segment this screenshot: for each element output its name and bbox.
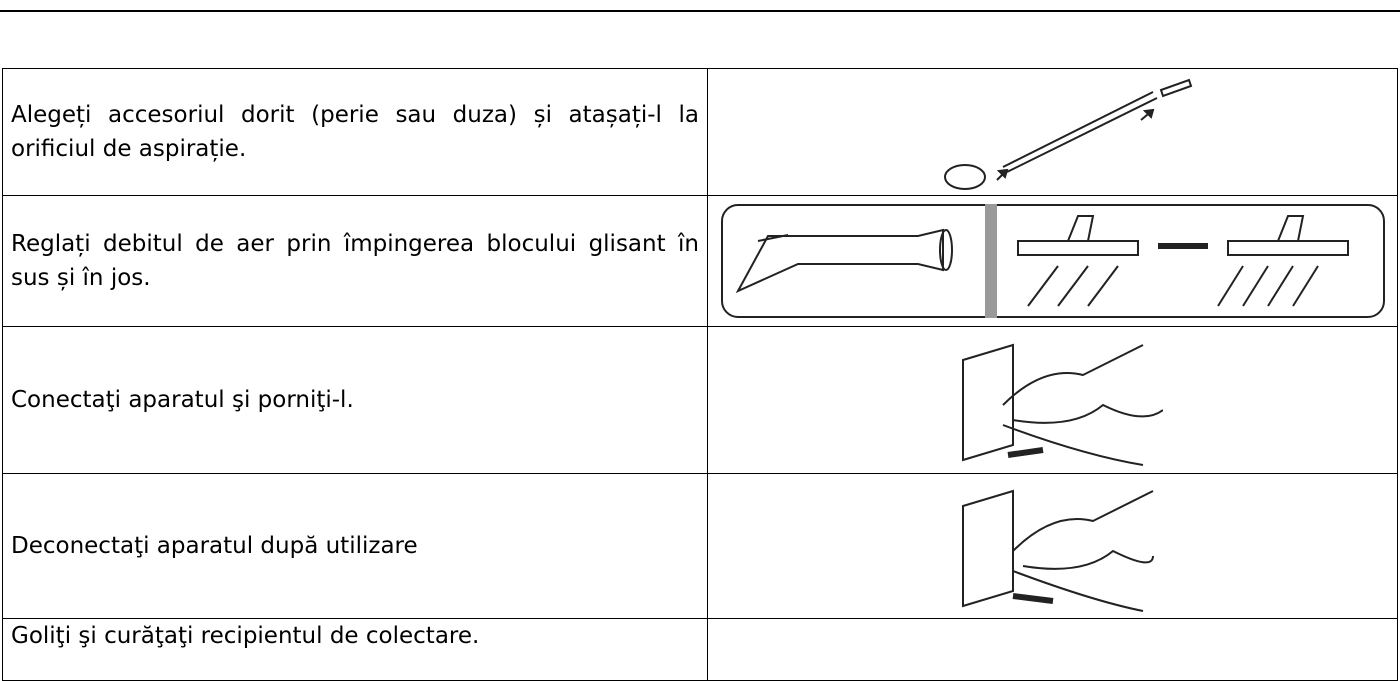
instructions-table: Alegeți accesoriul dorit (perie sau duza… [2, 68, 1398, 681]
instruction: Alegeți accesoriul dorit (perie sau duza… [2, 68, 708, 196]
instruction: Goliţi şi curăţaţi recipientul de colect… [2, 618, 708, 681]
top-rule [0, 10, 1400, 12]
airflow-illustration [720, 204, 1385, 318]
row: Alegeți accesoriul dorit (perie sau duza… [2, 68, 1398, 196]
plug-in-illustration [961, 343, 1163, 466]
instruction: Deconectaţi aparatul după utilizare [2, 473, 708, 619]
row: Goliţi şi curăţaţi recipientul de colect… [2, 618, 1398, 681]
row: Reglați debitul de aer prin împingerea b… [2, 195, 1398, 327]
illustration-cell [707, 68, 1398, 196]
illustration-cell [707, 618, 1398, 681]
accessory-illustration [943, 78, 1192, 190]
illustration-cell [707, 326, 1398, 474]
instruction: Reglați debitul de aer prin împingerea b… [2, 195, 708, 327]
unplug-illustration [961, 489, 1154, 612]
row: Deconectaţi aparatul după utilizare [2, 473, 1398, 619]
instruction: Conectaţi aparatul şi porniţi-l. [2, 326, 708, 474]
illustration-cell [707, 195, 1398, 327]
row: Conectaţi aparatul şi porniţi-l. [2, 326, 1398, 474]
illustration-cell [707, 473, 1398, 619]
